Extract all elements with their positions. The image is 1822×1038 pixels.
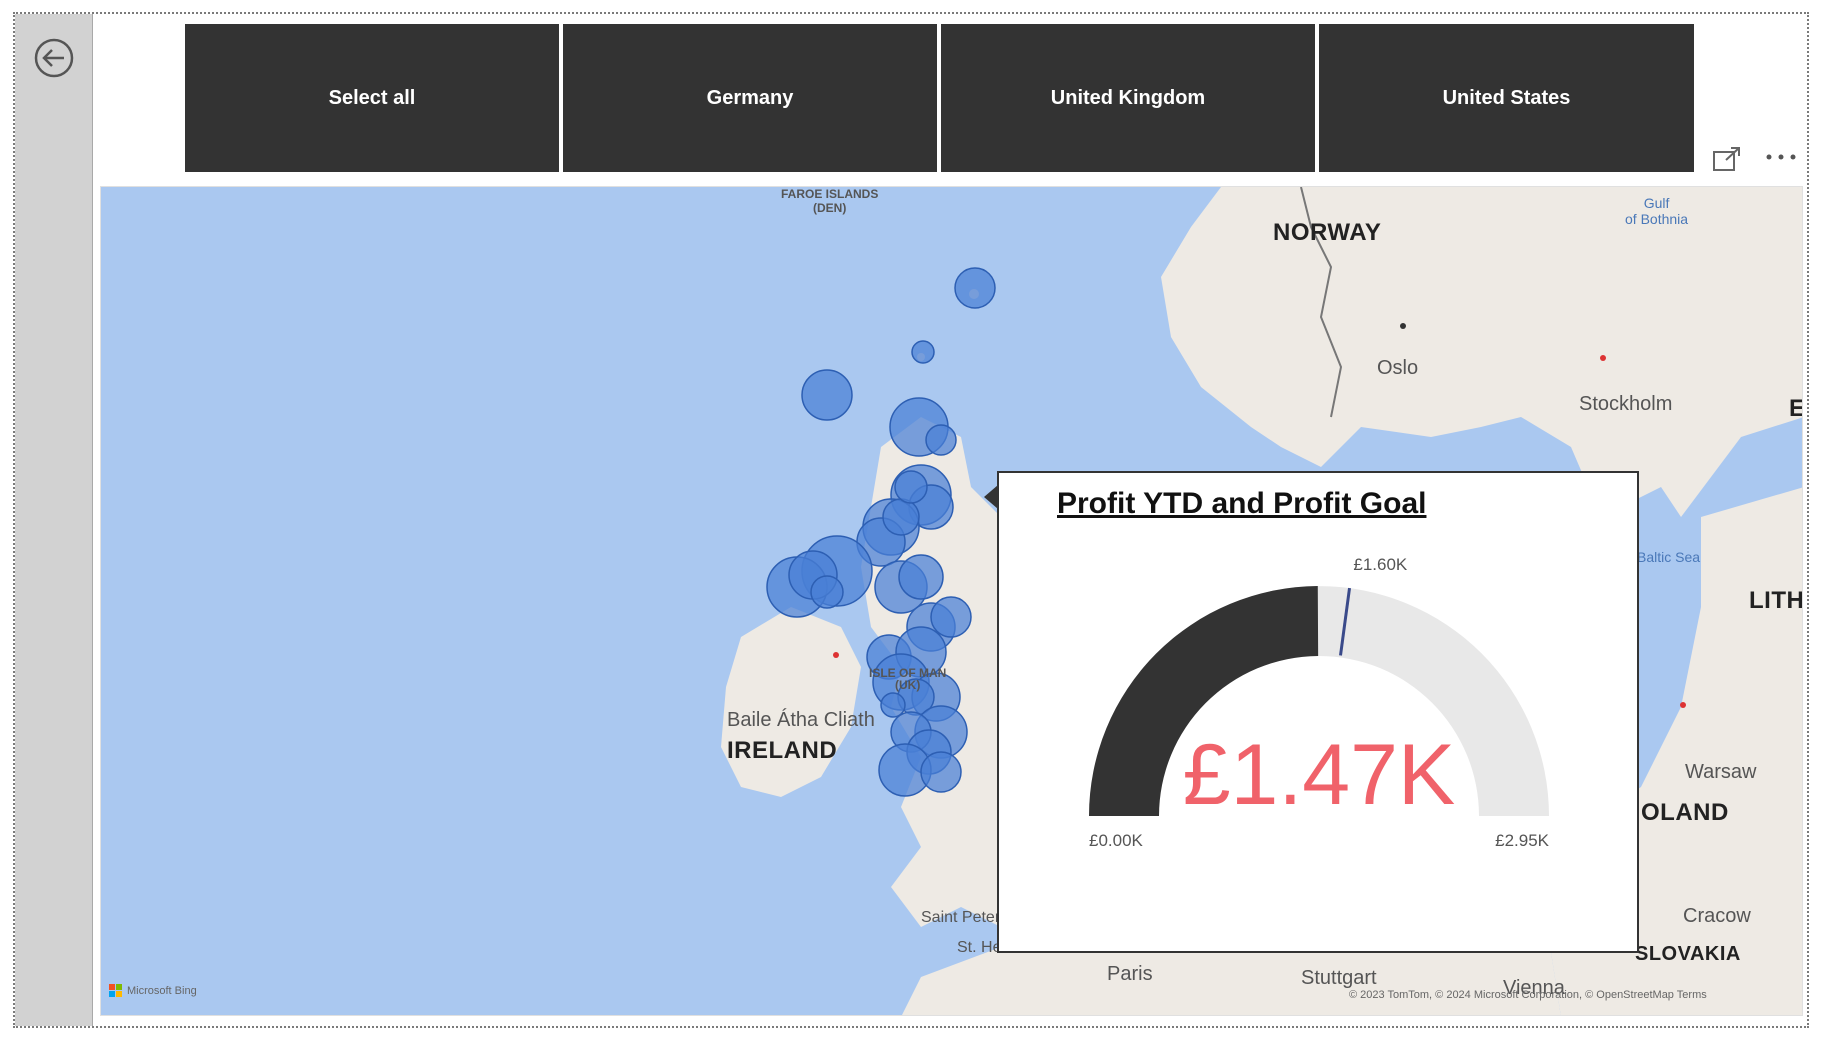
back-arrow-icon bbox=[34, 38, 74, 78]
map-label-cracow: Cracow bbox=[1683, 905, 1751, 927]
map-label-slovakia: SLOVAKIA bbox=[1635, 943, 1741, 965]
slicer-select-all-button[interactable]: Select all bbox=[185, 24, 559, 172]
focus-mode-icon bbox=[1713, 147, 1740, 171]
gauge-max-label: £2.95K bbox=[1495, 831, 1550, 850]
gauge-min-label: £0.00K bbox=[1089, 831, 1144, 850]
focus-mode-button[interactable] bbox=[1712, 146, 1742, 172]
map-label-poland: OLAND bbox=[1641, 799, 1729, 826]
tooltip-title: Profit YTD and Profit Goal bbox=[1057, 487, 1427, 520]
map-bubble[interactable] bbox=[894, 470, 928, 504]
bing-logo-text: Microsoft Bing bbox=[127, 985, 197, 997]
map-label-warsaw: Warsaw bbox=[1685, 761, 1757, 783]
map-label-isle-of-man: ISLE OF MAN (UK) bbox=[869, 666, 947, 692]
map-bubble[interactable] bbox=[898, 554, 944, 600]
microsoft-logo-icon bbox=[109, 984, 122, 997]
gauge-value-label: £1.47K bbox=[1183, 727, 1456, 823]
bing-logo: Microsoft Bing bbox=[109, 984, 197, 998]
map-label-vienna: Vienna bbox=[1503, 977, 1565, 999]
back-button[interactable] bbox=[32, 36, 76, 80]
map-label-stockholm: Stockholm bbox=[1579, 393, 1673, 415]
map-label-stuttgart: Stuttgart bbox=[1301, 967, 1377, 989]
map-label-edge-e: E bbox=[1789, 395, 1802, 423]
map-label-norway: NORWAY bbox=[1273, 219, 1382, 246]
map-bubble[interactable] bbox=[801, 369, 853, 421]
profit-gauge: £1.60K £0.00K £2.95K £1.47K bbox=[1089, 555, 1550, 850]
map-bubble[interactable] bbox=[954, 267, 996, 309]
slicer-united-states-button[interactable]: United States bbox=[1319, 24, 1694, 172]
map-label-lithuania: LITHU bbox=[1749, 587, 1803, 614]
map-bubble[interactable] bbox=[925, 424, 957, 456]
map-label-ireland: IRELAND bbox=[727, 737, 838, 764]
map-label-baile-atha-cliath: Baile Átha Cliath bbox=[727, 709, 875, 731]
map-label-saint-peter: Saint Peter bbox=[921, 909, 1001, 926]
map-bubble[interactable] bbox=[810, 575, 844, 609]
map-bubble[interactable] bbox=[880, 692, 906, 718]
map-bubble[interactable] bbox=[882, 498, 920, 536]
map-bubble[interactable] bbox=[930, 596, 972, 638]
map-label-gulf-of-bothnia: Gulf of Bothnia bbox=[1625, 195, 1689, 227]
tooltip-caret bbox=[984, 485, 998, 509]
slicer-united-kingdom-button[interactable]: United Kingdom bbox=[941, 24, 1315, 172]
back-rail bbox=[15, 14, 93, 1026]
map-label-faroe-islands: FAROE ISLANDS (DEN) bbox=[781, 187, 879, 215]
map-label-oslo: Oslo bbox=[1377, 357, 1419, 379]
map-bubble[interactable] bbox=[920, 751, 962, 793]
gauge-tooltip: Profit YTD and Profit Goal £1.60K £0.00K… bbox=[997, 471, 1639, 953]
map-copyright[interactable]: © 2023 TomTom, © 2024 Microsoft Corporat… bbox=[1349, 989, 1707, 1001]
map-bubble[interactable] bbox=[911, 340, 935, 364]
gauge-target-label: £1.60K bbox=[1353, 555, 1408, 574]
more-options-icon bbox=[1766, 154, 1796, 160]
gauge-target-marker bbox=[1339, 587, 1352, 656]
map-label-st-helier: St. He bbox=[957, 939, 1002, 956]
slicer-germany-button[interactable]: Germany bbox=[563, 24, 937, 172]
report-page-frame bbox=[13, 12, 1809, 1028]
more-options-button[interactable] bbox=[1764, 150, 1798, 164]
map-label-baltic-sea: Baltic Sea bbox=[1637, 549, 1701, 565]
gauge-value-arc bbox=[1089, 586, 1319, 816]
bubble-layer bbox=[766, 267, 996, 797]
map-label-paris: Paris bbox=[1107, 963, 1153, 985]
